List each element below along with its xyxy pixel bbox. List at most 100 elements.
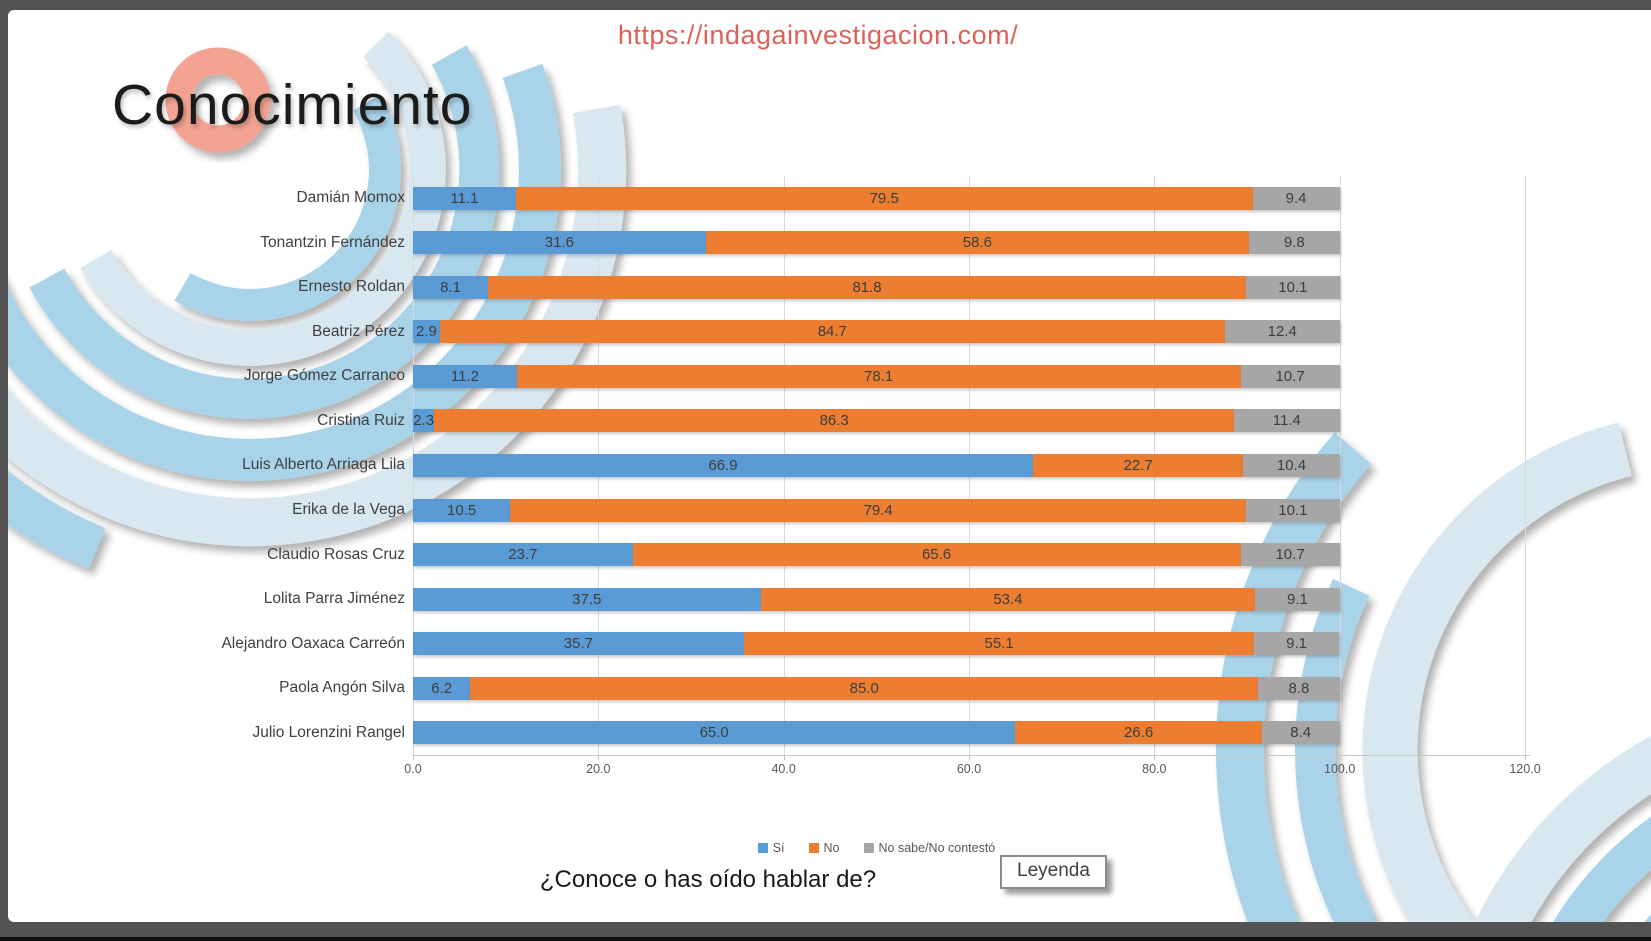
salmon-ring-decoration [165, 47, 271, 153]
bar-value-label: 8.4 [1290, 724, 1312, 742]
x-axis-tick [598, 755, 600, 760]
bar-row: Ernesto Roldan 8.1 81.8 10.1 [8, 265, 1530, 310]
x-axis-tick [413, 755, 414, 760]
slide: https://indagainvestigacion.com/ Conocim… [8, 10, 1651, 922]
arc-decoration [1553, 817, 1651, 922]
salmon-ring [165, 47, 271, 153]
stacked-bar-chart: 0.0 20.0 40.0 60.0 80.0 100.0 120.0 Damián Mom… [8, 176, 1651, 882]
bar-row: Jorge Gómez Carranco 11.2 78.1 10.7 [8, 354, 1530, 399]
x-axis-tick [1339, 755, 1341, 760]
arc-decoration [174, 94, 401, 321]
category-label: Lolita Parra Jiménez [263, 590, 405, 608]
bar-value-label: 65.0 [699, 724, 729, 742]
bar-row: Claudio Rosas Cruz 23.7 65.6 10.7 [8, 532, 1530, 577]
bar-value-label: 9.1 [1286, 635, 1307, 653]
bar-segment: 10.7 [1240, 364, 1340, 388]
bar-segment: 31.6 [413, 231, 706, 255]
x-tick-label: 100.0 [1324, 762, 1356, 776]
category-label: Alejandro Oaxaca Carreón [221, 634, 405, 652]
bar-value-label: 10.5 [447, 501, 477, 519]
bar-track: 66.9 22.7 10.4 [413, 453, 1530, 477]
bar-segment: 58.6 [705, 231, 1249, 255]
category-label: Damián Momox [296, 189, 405, 207]
bar-row: Paola Angón Silva 6.2 85.0 8.8 [8, 666, 1530, 711]
bar-value-label: 79.5 [869, 189, 899, 207]
legend-item: No [808, 841, 840, 855]
bar-value-label: 2.3 [413, 412, 435, 430]
bar-value-label: 35.7 [563, 635, 593, 653]
bar-value-label: 10.1 [1278, 278, 1308, 296]
bar-segment: 53.4 [760, 587, 1256, 611]
bar-value-label: 2.9 [416, 323, 437, 341]
bar-segment: 10.7 [1240, 543, 1340, 567]
bar-value-label: 6.2 [431, 679, 453, 697]
bar-segment: 9.1 [1254, 632, 1339, 656]
arc-decoration [8, 104, 627, 547]
bar-value-label: 31.6 [544, 234, 574, 252]
bar-row: Damián Momox 11.1 79.5 9.4 [8, 176, 1530, 221]
bar-row: Julio Lorenzini Rangel 65.0 26.6 8.4 [8, 710, 1530, 755]
bar-segment: 81.8 [488, 275, 1247, 299]
bar-segment: 65.6 [632, 543, 1241, 567]
plot-gridline [1525, 176, 1526, 755]
arc-decoration [8, 470, 106, 569]
plot-gridline [1339, 176, 1341, 755]
x-tick-label: 40.0 [771, 762, 796, 776]
page-title: Conocimiento [112, 73, 473, 137]
bar-segment: 10.5 [413, 498, 511, 522]
bar-row: Lolita Parra Jiménez 37.5 53.4 9.1 [8, 577, 1530, 622]
decorative-arcs [8, 31, 1651, 922]
bar-segment: 10.1 [1246, 275, 1340, 299]
bar-value-label: 11.1 [450, 189, 479, 207]
bar-row: Cristina Ruiz 2.3 86.3 11.4 [8, 399, 1530, 444]
bar-track: 37.5 53.4 9.1 [413, 587, 1530, 611]
bar-segment: 78.1 [516, 364, 1241, 388]
bar-value-label: 8.8 [1288, 679, 1310, 697]
category-label: Paola Angón Silva [279, 679, 405, 697]
arc-decoration [1475, 735, 1651, 922]
x-axis-tick [1525, 755, 1526, 760]
arc-decoration [1362, 422, 1632, 922]
bar-segment: 26.6 [1015, 721, 1262, 745]
x-tick-label: 80.0 [1142, 762, 1167, 776]
bar-segment: 84.7 [439, 320, 1225, 344]
slide-frame-bottom [0, 922, 1651, 941]
legend-floating-box: Leyenda [1000, 855, 1107, 889]
category-label: Tonantzin Fernández [260, 233, 405, 251]
x-tick-label: 0.0 [404, 762, 422, 776]
bar-value-label: 11.4 [1272, 412, 1301, 430]
bar-track: 6.2 85.0 8.8 [413, 676, 1530, 700]
bar-segment: 10.4 [1243, 453, 1340, 477]
bar-segment: 9.8 [1248, 231, 1340, 255]
bar-track: 8.1 81.8 10.1 [413, 275, 1530, 299]
bar-segment: 8.1 [413, 275, 489, 299]
x-axis-tick [783, 755, 785, 760]
bar-value-label: 9.8 [1283, 234, 1305, 252]
bar-value-label: 22.7 [1123, 456, 1153, 474]
bar-segment: 10.1 [1246, 498, 1340, 522]
bar-segment: 85.0 [470, 676, 1259, 700]
bar-segment: 11.1 [413, 186, 516, 210]
bar-value-label: 26.6 [1123, 724, 1154, 742]
bar-value-label: 78.1 [864, 367, 894, 385]
bar-segment: 9.1 [1255, 587, 1340, 611]
x-tick-label: 120.0 [1509, 762, 1541, 776]
bar-value-label: 37.5 [572, 590, 602, 608]
legend-label: Sí [772, 841, 785, 855]
bar-segment: 8.4 [1261, 721, 1340, 745]
x-axis-tick [1154, 755, 1156, 760]
bar-segment: 86.3 [434, 409, 1235, 433]
x-tick-label: 60.0 [956, 762, 982, 776]
bar-track: 2.3 86.3 11.4 [413, 409, 1530, 433]
bar-segment: 37.5 [413, 587, 761, 611]
slide-content: https://indagainvestigacion.com/ Conocim… [8, 10, 1651, 922]
bar-value-label: 86.3 [819, 412, 849, 430]
bar-track: 11.1 79.5 9.4 [413, 186, 1530, 210]
bar-track: 11.2 78.1 10.7 [413, 364, 1530, 388]
category-label: Julio Lorenzini Rangel [252, 723, 405, 741]
bar-value-label: 58.6 [962, 234, 992, 252]
bar-value-label: 10.7 [1275, 546, 1305, 564]
bar-segment: 12.4 [1224, 320, 1340, 344]
bar-segment: 11.2 [413, 364, 517, 388]
bar-row: Tonantzin Fernández 31.6 58.6 9.8 [8, 221, 1530, 266]
